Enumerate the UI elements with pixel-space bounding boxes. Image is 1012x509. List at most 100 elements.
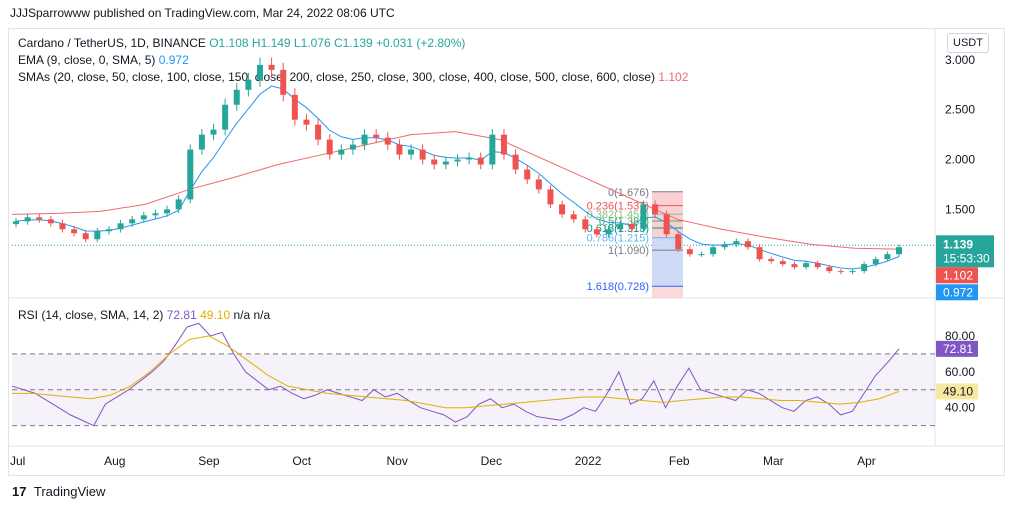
- last-price-badge: [936, 235, 994, 268]
- candle-body: [466, 157, 473, 160]
- chart-frame: [8, 28, 1005, 476]
- candle-body: [47, 219, 54, 224]
- candle-body: [187, 149, 194, 200]
- fib-level-label: 1.618(0.728): [587, 281, 649, 293]
- publish-line: JJJSparrowww published on TradingView.co…: [10, 6, 395, 20]
- rsi-ma-badge-label: 49.10: [943, 384, 973, 398]
- candle-body: [582, 219, 589, 230]
- candle-body: [71, 229, 78, 234]
- candle-body: [605, 229, 612, 235]
- rsi-ma-value: 49.10: [200, 308, 231, 322]
- rsi-tick-label: 40.00: [945, 401, 975, 415]
- candle-body: [652, 204, 659, 215]
- time-tick-label: Dec: [481, 454, 502, 468]
- candle-body: [152, 213, 159, 216]
- candle-body: [431, 159, 438, 165]
- candle-body: [280, 69, 287, 95]
- candle-body: [129, 219, 136, 224]
- candle-body: [791, 264, 798, 268]
- candle-body: [512, 154, 519, 170]
- candle-body: [617, 224, 624, 230]
- candle-body: [535, 179, 542, 190]
- price-tick-label: 1.500: [945, 202, 975, 216]
- candle-body: [698, 254, 705, 256]
- candle-body: [640, 204, 647, 230]
- candle-body: [105, 229, 112, 232]
- ohlc-values: O1.108 H1.149 L1.076 C1.139 +0.031 (+2.8…: [209, 36, 466, 50]
- rsi-ma-badge: [936, 383, 978, 400]
- candle-body: [675, 234, 682, 250]
- ema-line: [15, 85, 900, 270]
- fib-zone-extension: [652, 286, 683, 298]
- ema-value: 0.972: [158, 53, 189, 67]
- rsi-ma-line: [12, 335, 900, 409]
- ema-legend[interactable]: EMA (9, close, 0, SMA, 5) 0.972: [18, 53, 189, 67]
- time-tick-label: Mar: [763, 454, 784, 468]
- candle-body: [326, 139, 333, 155]
- candle-body: [419, 149, 426, 160]
- candle-body: [593, 229, 600, 235]
- candle-body: [756, 247, 763, 260]
- tradingview-logo-icon[interactable]: 17: [12, 484, 27, 499]
- candle-body: [268, 64, 275, 70]
- candle-body: [547, 189, 554, 205]
- candle-body: [721, 244, 728, 248]
- time-tick-label: Oct: [292, 454, 311, 468]
- countdown-label: 15:53:30: [943, 251, 990, 265]
- price-tick-label: 2.500: [945, 103, 975, 117]
- candle-body: [814, 263, 821, 268]
- candle-body: [768, 259, 775, 262]
- candle-body: [256, 64, 263, 80]
- candle-body: [361, 134, 368, 145]
- fib-level-label: 0.786(1.215): [587, 233, 649, 245]
- sma-line: [11, 131, 900, 250]
- currency-button[interactable]: USDT: [947, 33, 989, 53]
- candle-body: [477, 157, 484, 165]
- candle-body: [803, 263, 810, 268]
- candle-body: [373, 134, 380, 138]
- time-tick-label: Sep: [198, 454, 220, 468]
- time-tick-label: 2022: [575, 454, 602, 468]
- ema-badge-label: 0.972: [943, 285, 973, 299]
- candle-body: [489, 134, 496, 165]
- candle-body: [384, 137, 391, 145]
- candle-body: [396, 144, 403, 155]
- candle-body: [233, 89, 240, 105]
- sma-legend[interactable]: SMAs (20, close, 50, close, 100, close, …: [18, 70, 688, 84]
- rsi-tick-label: 80.00: [945, 329, 975, 343]
- candle-body: [524, 169, 531, 180]
- candle-body: [210, 129, 217, 135]
- footer: 17 TradingView: [12, 484, 105, 499]
- candle-body: [222, 104, 229, 130]
- rsi-label: RSI (14, close, SMA, 14, 2): [18, 308, 164, 322]
- candle-body: [82, 233, 89, 240]
- symbol-title[interactable]: Cardano / TetherUS, 1D, BINANCE: [18, 36, 206, 50]
- candle-body: [570, 214, 577, 220]
- rsi-line: [11, 322, 900, 427]
- candle-body: [36, 217, 43, 220]
- sma-badge-label: 1.102: [943, 268, 973, 282]
- candle-body: [59, 223, 66, 230]
- time-tick-label: Jul: [10, 454, 25, 468]
- candle-body: [861, 264, 868, 272]
- rsi-na-values: n/a n/a: [233, 308, 271, 322]
- rsi-badge-label: 72.81: [943, 342, 973, 356]
- sma-value: 1.102: [658, 70, 689, 84]
- ema-label: EMA (9, close, 0, SMA, 5): [18, 53, 156, 67]
- candle-body: [454, 159, 461, 162]
- candle-body: [744, 241, 751, 248]
- price-tick-label: 2.000: [945, 153, 975, 167]
- rsi-value: 72.81: [166, 308, 197, 322]
- candle-body: [13, 221, 19, 225]
- candle-body: [779, 261, 786, 265]
- time-tick-label: Apr: [857, 454, 876, 468]
- candle-body: [291, 94, 298, 120]
- candle-body: [338, 149, 345, 155]
- candle-body: [94, 231, 101, 240]
- candle-body: [315, 124, 322, 140]
- candle-body: [884, 254, 891, 260]
- candle-body: [826, 267, 833, 272]
- rsi-legend[interactable]: RSI (14, close, SMA, 14, 2) 72.81 49.10 …: [18, 308, 270, 322]
- candle-body: [837, 271, 844, 273]
